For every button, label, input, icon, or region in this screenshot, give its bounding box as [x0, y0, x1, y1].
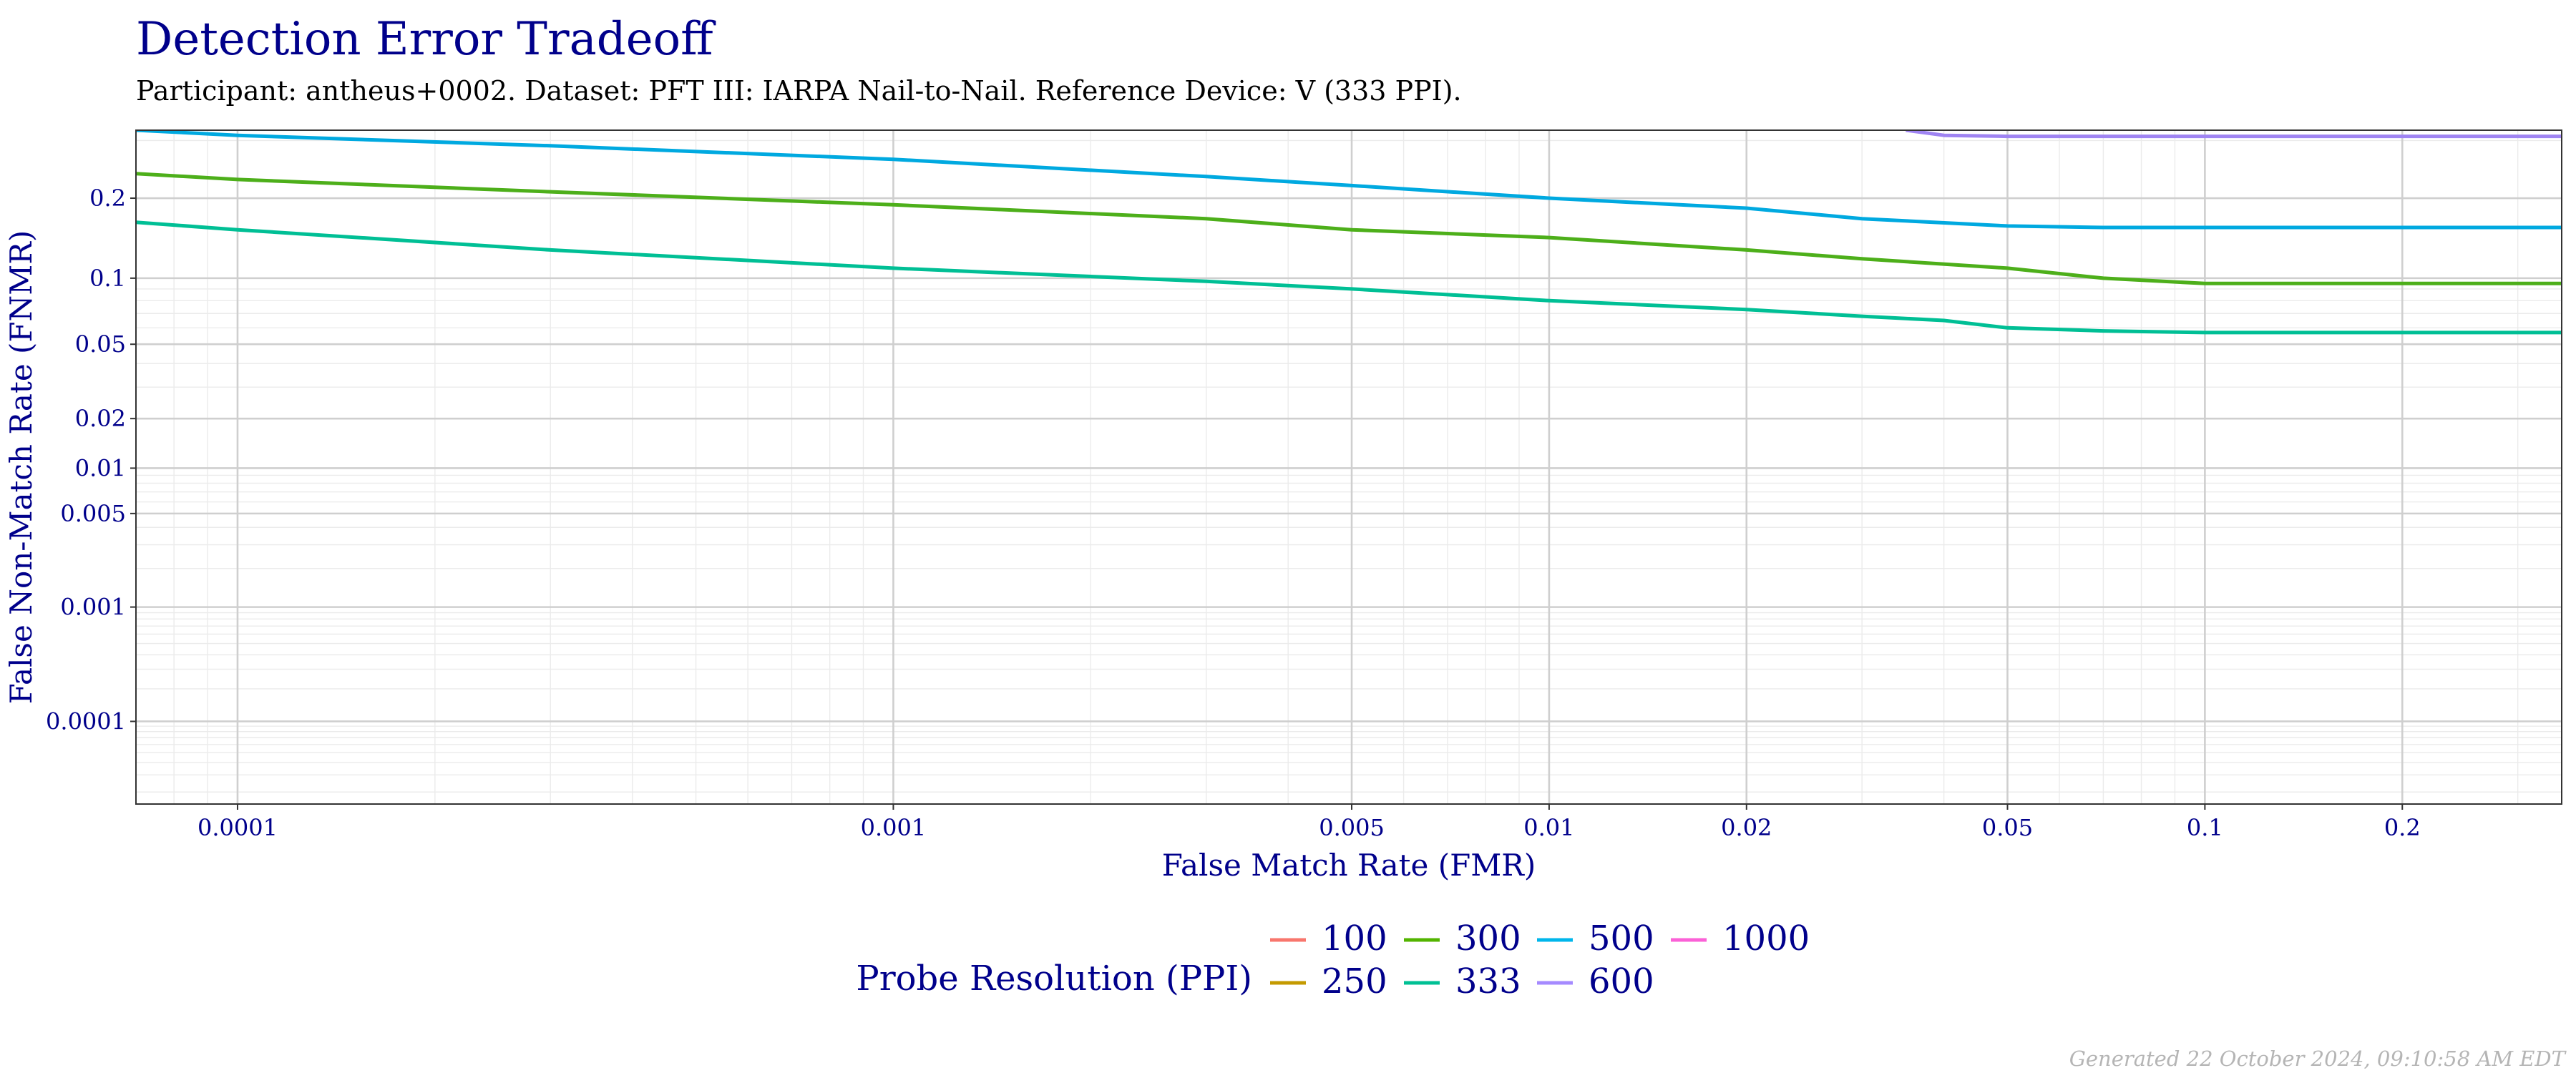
x-tick-label: 0.05 — [1982, 814, 2033, 841]
legend-label-1000: 1000 — [1722, 918, 1810, 959]
x-tick-label: 0.005 — [1319, 814, 1385, 841]
y-tick-label: 0.01 — [75, 454, 126, 481]
generated-timestamp: Generated 22 October 2024, 09:10:58 AM E… — [2069, 1047, 2567, 1071]
legend-label-300: 300 — [1455, 918, 1521, 959]
y-tick-label: 0.1 — [89, 265, 126, 292]
series-line-500 — [136, 130, 2562, 230]
x-tick-label: 0.01 — [1523, 814, 1574, 841]
y-tick-label: 0.02 — [75, 405, 126, 432]
y-tick-label: 0.0001 — [46, 707, 126, 735]
legend-label-500: 500 — [1589, 918, 1654, 959]
y-tick-label: 0.05 — [75, 330, 126, 358]
y-axis-title: False Non-Match Rate (FNMR) — [4, 230, 39, 705]
y-tick-label: 0.2 — [89, 185, 126, 212]
y-axis-ticks: 0.2 0.1 0.05 0.02 0.01 0.005 0.001 0.0001 — [46, 185, 136, 735]
plot-background — [136, 130, 2562, 804]
legend-label-333: 333 — [1455, 961, 1521, 1001]
x-tick-label: 0.1 — [2187, 814, 2223, 841]
legend-label-250: 250 — [1322, 961, 1387, 1001]
x-tick-label: 0.0001 — [197, 814, 278, 841]
x-axis-title: False Match Rate (FMR) — [1162, 848, 1536, 883]
series-line-333 — [136, 220, 2562, 335]
chart-subtitle: Participant: antheus+0002. Dataset: PFT … — [136, 75, 1462, 107]
legend-label-600: 600 — [1589, 961, 1654, 1001]
series-line-600 — [1906, 130, 2562, 139]
plot-panel — [135, 129, 2562, 805]
chart-title: Detection Error Tradeoff — [136, 13, 716, 66]
x-tick-label: 0.001 — [861, 814, 927, 841]
x-axis-ticks: 0.0001 0.001 0.005 0.01 0.02 0.05 0.1 0.2 — [197, 804, 2421, 841]
y-tick-label: 0.005 — [60, 500, 126, 527]
x-tick-label: 0.02 — [1721, 814, 1772, 841]
legend-label-100: 100 — [1322, 918, 1387, 959]
x-tick-label: 0.2 — [2384, 814, 2421, 841]
plot-border — [135, 129, 2562, 805]
y-tick-label: 0.001 — [60, 594, 126, 621]
series-line-300 — [136, 172, 2562, 285]
legend-title: Probe Resolution (PPI) — [856, 959, 1252, 999]
data-series — [136, 130, 2562, 335]
major-gridlines — [136, 130, 2562, 804]
